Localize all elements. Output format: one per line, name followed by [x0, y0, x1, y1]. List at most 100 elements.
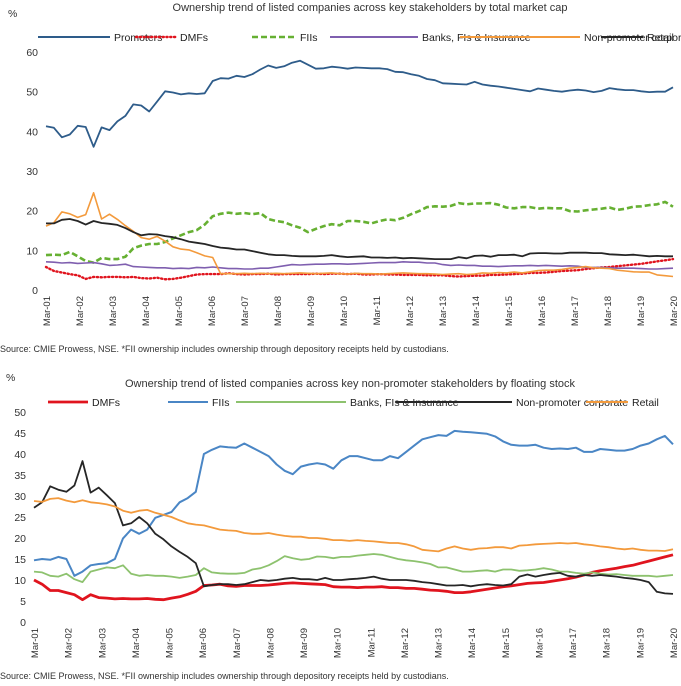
x-tick-label: Mar-05 [174, 296, 185, 326]
y-tick-label: 50 [26, 87, 38, 99]
y-tick-label: 40 [14, 449, 26, 461]
y-tick-label: 10 [26, 245, 38, 257]
x-tick-label: Mar-18 [603, 296, 614, 326]
x-tick-label: Mar-19 [636, 296, 647, 326]
x-tick-label: Mar-05 [165, 628, 176, 658]
x-tick-label: Mar-01 [42, 296, 53, 326]
x-tick-label: Mar-04 [131, 628, 142, 658]
x-tick-label: Mar-14 [471, 296, 482, 326]
x-tick-label: Mar-08 [265, 628, 276, 658]
x-tick-label: Mar-11 [372, 296, 383, 325]
series-line-dmfs [44, 257, 675, 281]
x-tick-label: Mar-14 [467, 628, 478, 658]
x-tick-label: Mar-11 [366, 628, 377, 657]
series-line-non-promoter-corporate [45, 192, 674, 278]
x-tick-label: Mar-10 [339, 296, 350, 326]
x-tick-label: Mar-03 [97, 628, 108, 658]
y-axis-unit: % [6, 372, 15, 384]
y-tick-label: 15 [14, 554, 26, 566]
series-line-retail [46, 218, 673, 261]
x-tick-label: Mar-02 [75, 296, 86, 326]
x-tick-label: Mar-19 [635, 628, 646, 658]
x-axis: Mar-01 Mar-02 Mar-03 Mar-04 Mar-05 Mar-06 Mar-… [30, 628, 680, 658]
x-tick-label: Mar-12 [405, 296, 416, 326]
series-line-non-promoter-corporate [33, 460, 674, 595]
chart-title: Ownership trend of listed companies acro… [125, 378, 575, 390]
x-tick-label: Mar-20 [669, 296, 680, 326]
x-tick-label: Mar-09 [299, 628, 310, 658]
x-tick-label: Mar-18 [602, 628, 613, 658]
legend-label: Retail [632, 397, 659, 409]
source-note: Source: CMIE Prowess, NSE. *FII ownershi… [0, 671, 449, 681]
x-tick-label: Mar-04 [141, 296, 152, 326]
x-tick-label: Mar-13 [434, 628, 445, 658]
x-tick-label: Mar-09 [306, 296, 317, 326]
y-tick-label: 50 [14, 407, 26, 419]
y-tick-label: 0 [20, 617, 26, 629]
legend-item-fiis: FIIs [252, 32, 318, 44]
x-tick-label: Mar-16 [534, 628, 545, 658]
y-tick-label: 40 [26, 126, 38, 138]
x-tick-label: Mar-03 [108, 296, 119, 326]
series-line-banks-fis-insurance [33, 553, 674, 583]
x-tick-label: Mar-13 [438, 296, 449, 326]
legend-label: Retail [647, 32, 674, 44]
x-tick-label: Mar-12 [400, 628, 411, 658]
legend-label: DMFs [180, 32, 208, 44]
y-tick-label: 20 [14, 533, 26, 545]
y-axis: 0 5 10 15 20 25 30 35 40 45 50 [14, 407, 26, 629]
x-tick-label: Mar-16 [537, 296, 548, 326]
chart-floating-stock: Ownership trend of listed companies acro… [0, 372, 680, 681]
x-tick-label: Mar-15 [504, 296, 515, 326]
legend-label: FIIs [212, 397, 230, 409]
y-tick-label: 60 [26, 47, 38, 59]
legend-item-retail: Retail [586, 397, 659, 409]
y-tick-label: 30 [26, 166, 38, 178]
y-axis: 0 10 20 30 40 50 60 [26, 47, 38, 297]
x-tick-label: Mar-17 [568, 628, 579, 658]
x-tick-label: Mar-01 [30, 628, 41, 658]
y-tick-label: 5 [20, 596, 26, 608]
legend-item-dmfs: DMFs [134, 32, 208, 44]
x-tick-label: Mar-07 [232, 628, 243, 658]
legend-item-retail: Retail [601, 32, 674, 44]
x-tick-label: Mar-07 [240, 296, 251, 326]
y-tick-label: 25 [14, 512, 26, 524]
x-tick-label: Mar-10 [333, 628, 344, 658]
x-tick-label: Mar-06 [207, 296, 218, 326]
y-axis-unit: % [8, 8, 17, 20]
x-tick-label: Mar-06 [198, 628, 209, 658]
chart-title: Ownership trend of listed companies acro… [173, 2, 568, 14]
series-line-banks-fis-insurance [45, 260, 674, 270]
y-tick-label: 30 [14, 491, 26, 503]
x-tick-label: Mar-15 [501, 628, 512, 658]
x-tick-label: Mar-08 [273, 296, 284, 326]
legend-item-dmfs: DMFs [48, 397, 120, 409]
x-tick-label: Mar-02 [64, 628, 75, 658]
legend-label: DMFs [92, 397, 120, 409]
series-line-fiis [33, 429, 674, 577]
legend-label: FIIs [300, 32, 318, 44]
y-tick-label: 20 [26, 206, 38, 218]
y-tick-label: 35 [14, 470, 26, 482]
legend-label: Non-promoter corporate [516, 397, 628, 409]
y-tick-label: 10 [14, 575, 26, 587]
x-axis: Mar-01 Mar-02 Mar-03 Mar-04 Mar-05 Mar-06 Mar-… [42, 296, 680, 326]
y-tick-label: 45 [14, 428, 26, 440]
series-line-promoters [45, 59, 674, 148]
series-line-dmfs [33, 553, 674, 602]
series-group [44, 59, 675, 281]
legend-item-non-promoter-corporate: Non-promoter corporate [396, 397, 628, 409]
x-tick-label: Mar-17 [570, 296, 581, 326]
series-line-fiis [45, 200, 674, 264]
series-group [33, 429, 674, 602]
series-line-retail [33, 497, 674, 553]
legend-item-promoters: Promoters [38, 32, 162, 44]
legend-item-fiis: FIIs [168, 397, 230, 409]
chart-market-cap: Ownership trend of listed companies acro… [0, 2, 681, 354]
legend-label: Promoters [114, 32, 162, 44]
x-tick-label: Mar-20 [669, 628, 680, 658]
